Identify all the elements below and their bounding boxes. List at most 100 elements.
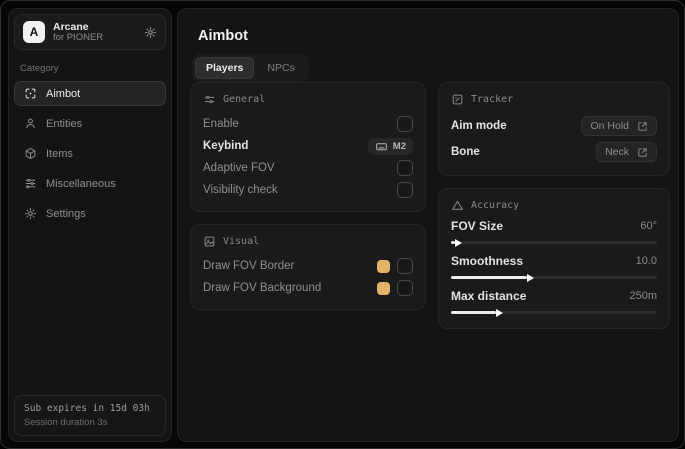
setting-row-fov-border: Draw FOV Border xyxy=(203,255,413,277)
slider-label: Max distance xyxy=(451,289,527,303)
main-panel: Aimbot Players NPCs General xyxy=(177,8,679,442)
setting-row-aim-mode: Aim mode On Hold xyxy=(451,113,657,139)
visual-card-header: Visual xyxy=(203,235,413,248)
setting-row-bone: Bone Neck xyxy=(451,139,657,165)
slider-handle[interactable] xyxy=(496,308,504,317)
sidebar-item-label: Aimbot xyxy=(46,87,81,100)
expand-icon xyxy=(637,121,648,132)
sub-expiry-text: Sub expires in 15d 03h xyxy=(24,403,150,414)
select-value: Neck xyxy=(605,146,629,158)
sidebar-item-label: Settings xyxy=(46,207,86,220)
slider-fill xyxy=(451,308,504,317)
slider-label: FOV Size xyxy=(451,219,504,233)
adaptive-fov-checkbox[interactable] xyxy=(397,160,413,176)
setting-row-keybind: Keybind M2 xyxy=(203,135,413,157)
sidebar-item-miscellaneous[interactable]: Miscellaneous xyxy=(14,171,166,196)
general-card-header: General xyxy=(203,93,413,106)
cards-column-left: General Enable Keybind xyxy=(190,82,426,310)
setting-label: Visibility check xyxy=(203,184,278,196)
expand-icon xyxy=(637,147,648,158)
visual-card: Visual Draw FOV Border Draw FOV Backgrou… xyxy=(190,224,426,310)
setting-row-enable: Enable xyxy=(203,113,413,135)
session-duration-text: Session duration 3s xyxy=(24,417,108,428)
smoothness-slider[interactable] xyxy=(451,273,657,282)
max-distance-slider-group: Max distance 250m xyxy=(451,289,657,317)
setting-label: Draw FOV Border xyxy=(203,260,295,272)
slider-label: Smoothness xyxy=(451,254,524,268)
slider-head: Max distance 250m xyxy=(451,289,657,303)
bone-select[interactable]: Neck xyxy=(596,142,657,162)
slider-fill xyxy=(451,238,463,247)
cards-column-right: Tracker Aim mode On Hold xyxy=(438,82,670,329)
sidebar-nav: Aimbot Entities Items xyxy=(9,81,171,226)
accuracy-card-header: Accuracy xyxy=(451,199,657,212)
aim-mode-select[interactable]: On Hold xyxy=(581,116,657,136)
sidebar-item-aimbot[interactable]: Aimbot xyxy=(14,81,166,106)
fov-border-color-swatch[interactable] xyxy=(377,259,390,273)
slider-value: 250m xyxy=(629,290,657,302)
keyboard-icon xyxy=(375,140,388,153)
fov-background-checkbox[interactable] xyxy=(397,280,413,296)
card-title: General xyxy=(223,94,266,105)
select-value: On Hold xyxy=(590,120,629,132)
fov-size-slider[interactable] xyxy=(451,238,657,247)
visibility-check-checkbox[interactable] xyxy=(397,182,413,198)
sliders-icon xyxy=(203,93,216,106)
fov-background-color-swatch[interactable] xyxy=(377,281,390,295)
scan-icon xyxy=(451,93,464,106)
setting-row-visibility-check: Visibility check xyxy=(203,179,413,201)
fov-border-checkbox[interactable] xyxy=(397,258,413,274)
setting-row-fov-background: Draw FOV Background xyxy=(203,277,413,299)
brand-card: A Arcane for PIONER xyxy=(14,14,166,50)
setting-label: Aim mode xyxy=(451,120,507,132)
target-tabs: Players NPCs xyxy=(192,54,309,82)
smoothness-slider-group: Smoothness 10.0 xyxy=(451,254,657,282)
crosshair-icon xyxy=(24,87,37,100)
tracker-card: Tracker Aim mode On Hold xyxy=(438,82,670,176)
max-distance-slider[interactable] xyxy=(451,308,657,317)
setting-label: Bone xyxy=(451,146,480,158)
control-group xyxy=(377,258,413,274)
gear-icon[interactable] xyxy=(144,26,157,39)
enable-checkbox[interactable] xyxy=(397,116,413,132)
setting-label: Adaptive FOV xyxy=(203,162,275,174)
sidebar-item-label: Entities xyxy=(46,117,83,130)
slider-handle[interactable] xyxy=(527,273,535,282)
setting-label: Enable xyxy=(203,118,239,130)
slider-head: Smoothness 10.0 xyxy=(451,254,657,268)
fov-size-slider-group: FOV Size 60° xyxy=(451,219,657,247)
sidebar-item-settings[interactable]: Settings xyxy=(14,201,166,226)
keybind-button[interactable]: M2 xyxy=(367,137,413,155)
gear-icon xyxy=(24,207,37,220)
sidebar-item-label: Items xyxy=(46,147,73,160)
sidebar-item-label: Miscellaneous xyxy=(46,177,116,190)
category-label: Category xyxy=(20,63,59,74)
setting-row-adaptive-fov: Adaptive FOV xyxy=(203,157,413,179)
tab-players[interactable]: Players xyxy=(195,57,255,79)
slider-head: FOV Size 60° xyxy=(451,219,657,233)
filter-icon xyxy=(24,177,37,190)
tracker-card-header: Tracker xyxy=(451,93,657,106)
card-title: Tracker xyxy=(471,94,514,105)
slider-value: 10.0 xyxy=(635,255,657,267)
sidebar-item-items[interactable]: Items xyxy=(14,141,166,166)
person-icon xyxy=(24,117,37,130)
card-title: Accuracy xyxy=(471,200,520,211)
brand-logo: A xyxy=(23,21,45,43)
brand-text: Arcane for PIONER xyxy=(53,21,103,44)
sidebar-item-entities[interactable]: Entities xyxy=(14,111,166,136)
tab-npcs[interactable]: NPCs xyxy=(267,62,295,74)
triangle-icon xyxy=(451,199,464,212)
setting-label: Draw FOV Background xyxy=(203,282,322,294)
page-title: Aimbot xyxy=(198,28,248,44)
sidebar: A Arcane for PIONER Category xyxy=(8,8,172,442)
brand-subtitle: for PIONER xyxy=(53,31,104,43)
brand-name: Arcane xyxy=(53,20,89,33)
slider-value: 60° xyxy=(640,220,657,232)
cube-icon xyxy=(24,147,37,160)
slider-fill xyxy=(451,273,535,282)
accuracy-card: Accuracy FOV Size 60° Smoothne xyxy=(438,188,670,329)
slider-handle[interactable] xyxy=(455,238,463,247)
keybind-value: M2 xyxy=(392,140,406,152)
